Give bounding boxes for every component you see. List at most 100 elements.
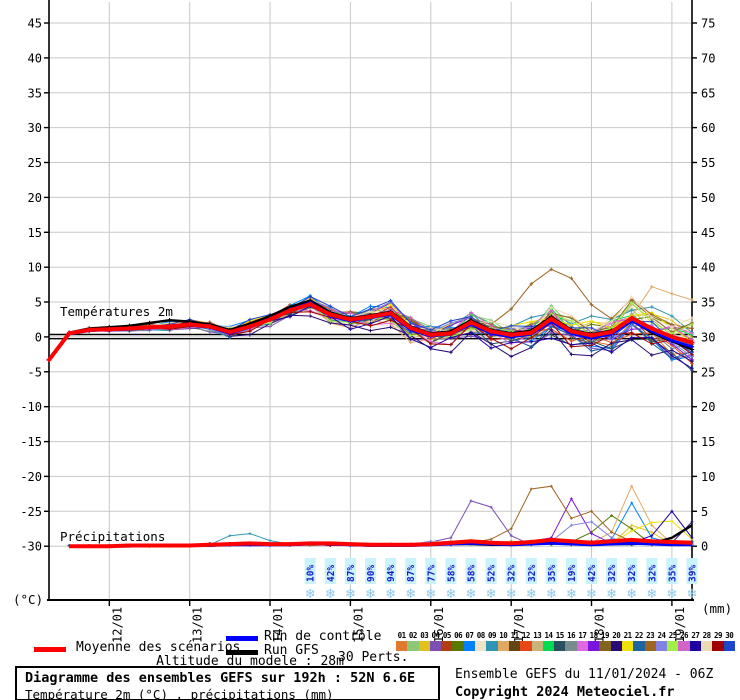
- y-tick-left: 40: [28, 51, 42, 65]
- snow-prob-highlight: [304, 558, 316, 584]
- snow-prob-label: 52%: [487, 565, 498, 582]
- snowflake-icon: ❄: [506, 587, 517, 602]
- snowflake-icon: ❄: [425, 587, 436, 602]
- main-series: [46, 298, 695, 549]
- snow-prob-highlight: [666, 558, 678, 584]
- snow-prob-highlight: [586, 558, 597, 584]
- snowflake-icon: ❄: [365, 587, 376, 602]
- snowflake-icon: ❄: [405, 587, 416, 602]
- y-tick-left: -25: [20, 505, 42, 519]
- left-axis-unit: (°C): [13, 592, 43, 607]
- snow-prob-label: 19%: [567, 565, 578, 582]
- snow-prob-label: 35%: [547, 565, 558, 582]
- y-tick-right: 70: [701, 51, 715, 65]
- snow-prob-highlight: [445, 558, 457, 584]
- snow-prob-label: 32%: [647, 565, 658, 582]
- x-date-label: 16/01: [432, 607, 446, 643]
- y-tick-left: -15: [20, 435, 42, 449]
- y-tick-right: 50: [701, 191, 715, 205]
- y-tick-right: 75: [701, 17, 715, 31]
- snow-prob-highlight: [525, 558, 537, 584]
- y-tick-left: 20: [28, 191, 42, 205]
- snow-prob-highlight: [365, 558, 376, 584]
- y-tick-right: 40: [701, 261, 715, 275]
- snow-prob-highlight: [545, 558, 557, 584]
- snowflake-icon: ❄: [586, 587, 597, 602]
- y-tick-right: 0: [701, 540, 708, 554]
- y-tick-right: 30: [701, 330, 715, 344]
- snowflake-icon: ❄: [687, 587, 698, 602]
- right-axis-unit: (mm): [702, 601, 732, 616]
- y-tick-left: 25: [28, 156, 42, 170]
- snowflake-icon: ❄: [646, 587, 657, 602]
- x-date-label: 13/01: [191, 607, 205, 643]
- x-date-label: 19/01: [673, 607, 687, 643]
- snow-prob-label: 32%: [527, 565, 538, 582]
- snowflake-icon: ❄: [445, 587, 456, 602]
- y-tick-right: 55: [701, 156, 715, 170]
- snow-prob-highlight: [385, 558, 397, 584]
- y-tick-left: 30: [28, 121, 42, 135]
- snow-prob-highlight: [425, 558, 437, 584]
- mean-precip-line: [69, 537, 693, 549]
- snow-prob-label: 42%: [326, 565, 337, 582]
- snow-prob-label: 35%: [667, 565, 678, 582]
- snowflake-icon: ❄: [526, 587, 537, 602]
- y-tick-left: 15: [28, 226, 42, 240]
- snow-prob-label: 10%: [306, 565, 317, 582]
- snow-prob-label: 90%: [366, 565, 377, 582]
- snow-prob-label: 32%: [627, 565, 638, 582]
- snow-prob-label: 32%: [507, 565, 518, 582]
- axes: [44, 0, 697, 601]
- snow-prob-highlight: [646, 558, 658, 584]
- y-tick-right: 60: [701, 121, 715, 135]
- x-date-label: 12/01: [110, 607, 124, 643]
- x-date-label: 14/01: [271, 607, 285, 643]
- y-tick-left: 0: [35, 330, 42, 344]
- y-tick-left: 45: [28, 17, 42, 31]
- y-tick-right: 20: [701, 400, 715, 414]
- y-tick-left: 35: [28, 86, 42, 100]
- snow-prob-highlight: [344, 558, 356, 584]
- y-tick-left: 5: [35, 296, 42, 310]
- x-date-label: 18/01: [593, 607, 607, 643]
- y-tick-right: 35: [701, 296, 715, 310]
- snow-prob-highlight: [686, 558, 698, 584]
- snowflake-icon: ❄: [466, 587, 477, 602]
- y-tick-left: -30: [20, 540, 42, 554]
- snow-prob-highlight: [324, 558, 336, 584]
- snow-prob-label: 42%: [587, 565, 598, 582]
- snowflake-icon: ❄: [626, 587, 637, 602]
- snow-prob-highlight: [606, 558, 618, 584]
- y-tick-left: -10: [20, 400, 42, 414]
- snowflake-icon: ❄: [666, 587, 677, 602]
- snow-prob-highlight: [485, 558, 497, 584]
- snow-prob-label: 94%: [386, 565, 397, 582]
- y-tick-left: -20: [20, 470, 42, 484]
- y-tick-right: 65: [701, 86, 715, 100]
- snowflake-icon: ❄: [546, 587, 557, 602]
- snow-prob-label: 39%: [688, 565, 699, 582]
- snow-prob-highlight: [405, 558, 417, 584]
- snowflake-icon: ❄: [345, 587, 356, 602]
- snow-prob-highlight: [465, 558, 477, 584]
- y-tick-right: 10: [701, 470, 715, 484]
- snowflake-icon: ❄: [566, 587, 577, 602]
- snowflake-icon: ❄: [305, 587, 316, 602]
- snow-prob-label: 87%: [346, 565, 357, 582]
- snow-prob-highlight: [505, 558, 517, 584]
- x-date-label: 17/01: [512, 607, 526, 643]
- mean-temp-line-markers: [46, 301, 695, 363]
- x-date-label: 15/01: [351, 607, 365, 643]
- snow-prob-label: 58%: [467, 565, 478, 582]
- y-tick-left: -5: [28, 365, 42, 379]
- temperature-label: Températures 2m: [60, 304, 173, 319]
- y-tick-left: 10: [28, 261, 42, 275]
- y-tick-right: 25: [701, 365, 715, 379]
- y-tick-right: 15: [701, 435, 715, 449]
- snow-prob-highlight: [626, 558, 638, 584]
- snow-prob-label: 87%: [406, 565, 417, 582]
